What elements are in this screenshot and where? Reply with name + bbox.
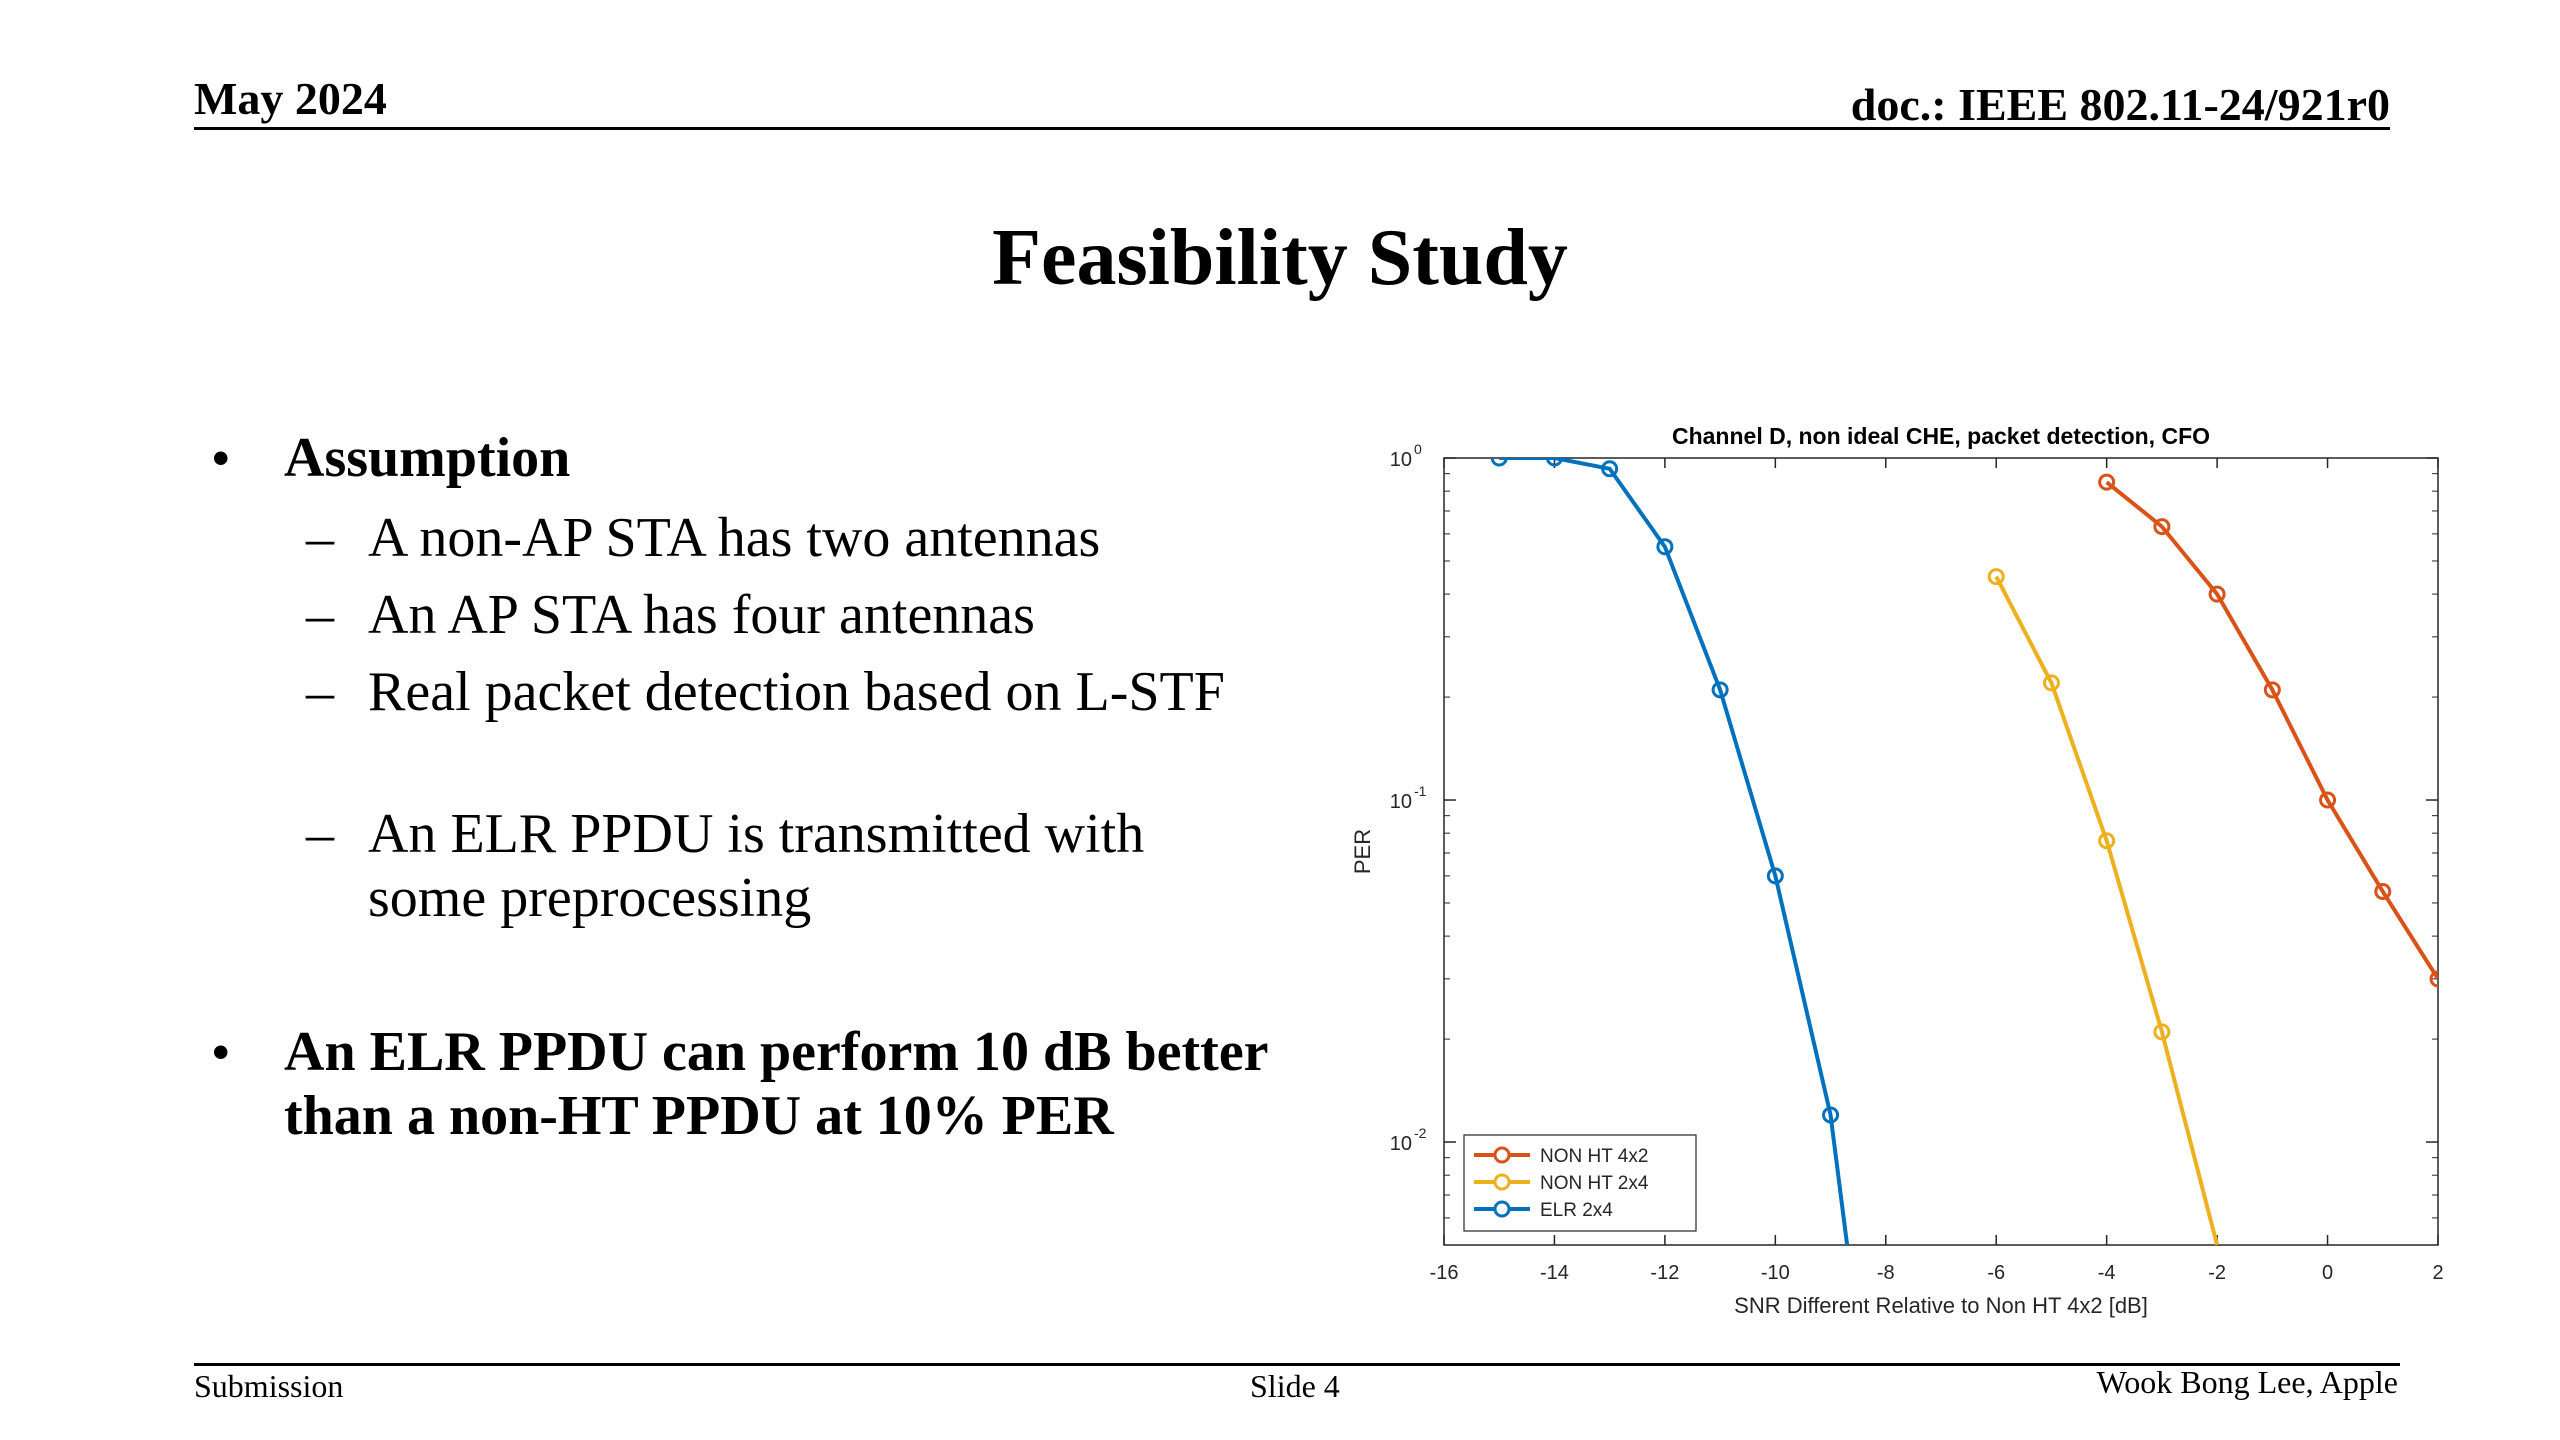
data-point <box>2098 832 2116 850</box>
legend-item: ELR 2x4 <box>1474 1200 1613 1221</box>
data-point <box>1656 538 1674 556</box>
y-tick-label: 10 <box>1390 1133 1412 1155</box>
data-point <box>1711 681 1729 699</box>
legend-label: ELR 2x4 <box>1540 1200 1613 1221</box>
data-point <box>1490 458 1508 467</box>
x-tick-label: -4 <box>2098 1262 2116 1284</box>
legend-marker <box>1493 1200 1511 1218</box>
data-point <box>2429 970 2438 988</box>
x-tick-label: -6 <box>1987 1262 2005 1284</box>
data-point <box>2319 791 2337 809</box>
x-tick-label: -14 <box>1540 1262 1569 1284</box>
dash-glyph: – <box>306 661 334 723</box>
dash-glyph: – <box>306 584 334 646</box>
y-tick-exponent: -1 <box>1414 783 1427 799</box>
bullet-text: An ELR PPDU can perform 10 dB better tha… <box>284 1021 1268 1147</box>
legend-item: NON HT 2x4 <box>1474 1173 1649 1194</box>
legend-label: NON HT 2x4 <box>1540 1173 1649 1194</box>
data-point <box>2153 518 2171 536</box>
series-line <box>1994 575 2220 1245</box>
y-tick-exponent: 0 <box>1414 441 1422 457</box>
data-point <box>1545 458 1563 467</box>
legend-marker <box>1493 1146 1511 1164</box>
series-line <box>1499 458 1850 1245</box>
footer-left: Submission <box>194 1368 344 1404</box>
sub-item-text: Real packet detection based on L-STF <box>368 661 1225 723</box>
x-tick-label: -12 <box>1650 1262 1679 1284</box>
bullet-glyph: • <box>212 430 230 486</box>
x-axis-label: SNR Different Relative to Non HT 4x2 [dB… <box>1734 1293 2148 1318</box>
data-point <box>1601 460 1619 478</box>
sub-item-text: An ELR PPDU is transmitted with some pre… <box>368 803 1145 929</box>
footer-rule <box>194 1363 2400 1366</box>
legend-item: NON HT 4x2 <box>1474 1146 1648 1167</box>
x-tick-label: -8 <box>1877 1262 1895 1284</box>
legend-marker <box>1493 1173 1511 1191</box>
series-non-ht-2x4 <box>1987 568 2220 1245</box>
y-tick-exponent: -2 <box>1414 1125 1427 1141</box>
y-axis-label: PER <box>1350 829 1375 874</box>
data-point <box>2208 585 2226 603</box>
header-date: May 2024 <box>194 73 387 124</box>
slide-title: Feasibility Study <box>992 214 1568 302</box>
legend-label: NON HT 4x2 <box>1540 1146 1648 1167</box>
data-point <box>1766 867 1784 885</box>
data-point <box>2153 1023 2171 1041</box>
bullet-glyph: • <box>212 1024 230 1080</box>
x-tick-label: 2 <box>2432 1262 2443 1284</box>
data-point <box>2263 681 2281 699</box>
footer-author: Wook Bong Lee, Apple <box>2096 1364 2398 1400</box>
x-tick-label: -10 <box>1761 1262 1790 1284</box>
chart-title: Channel D, non ideal CHE, packet detecti… <box>1672 423 2210 449</box>
footer-slide-number: Slide 4 <box>1250 1368 1340 1404</box>
y-tick-label: 10 <box>1390 791 1412 813</box>
data-point <box>2374 883 2392 901</box>
data-point <box>1822 1106 1840 1124</box>
x-tick-label: 0 <box>2322 1262 2333 1284</box>
chart-legend: NON HT 4x2 NON HT 2x4 ELR 2x4 <box>1463 1134 1697 1232</box>
y-tick-label: 10 <box>1390 449 1412 471</box>
series-elr-2x4 <box>1490 458 1850 1245</box>
data-point <box>2042 674 2060 692</box>
series-non-ht-4x2 <box>2098 473 2438 988</box>
plot-area <box>1443 457 2439 1246</box>
series-line <box>2105 480 2438 980</box>
data-point <box>2098 473 2116 491</box>
sub-item-text: A non-AP STA has two antennas <box>368 507 1101 569</box>
dash-glyph: – <box>306 507 334 569</box>
sub-item-text: An AP STA has four antennas <box>368 584 1035 646</box>
header-doc-number: doc.: IEEE 802.11-24/921r0 <box>1850 79 2390 130</box>
x-tick-label: -16 <box>1430 1262 1459 1284</box>
bullet-text: Assumption <box>284 427 571 489</box>
dash-glyph: – <box>306 803 334 865</box>
data-point <box>1987 568 2005 586</box>
header-rule <box>194 127 2390 130</box>
x-tick-label: -2 <box>2208 1262 2226 1284</box>
